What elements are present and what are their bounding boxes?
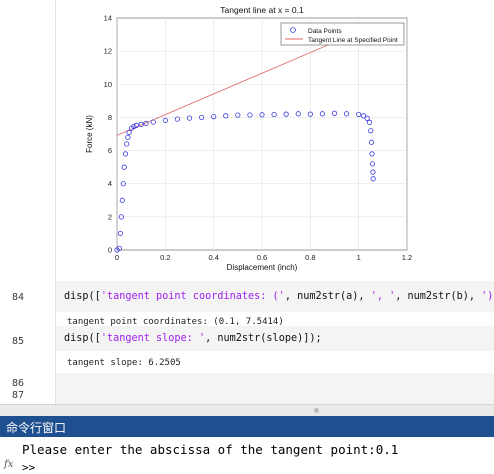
data-point [223, 113, 229, 119]
data-point [138, 121, 144, 127]
code-line-84[interactable]: disp(['tangent point coordinates: (', nu… [56, 281, 494, 312]
y-tick-labels: 0 2 4 6 8 10 12 14 [104, 14, 112, 255]
line-number-84: 84 [11, 292, 24, 303]
data-point [368, 139, 375, 145]
plot-grid [116, 17, 408, 251]
x-tick-label: 0.4 [208, 253, 218, 262]
y-tick-label: 6 [108, 146, 112, 155]
data-point [122, 151, 129, 157]
data-point [366, 119, 373, 126]
data-point [271, 111, 277, 118]
x-tick-label: 0 [115, 253, 119, 262]
data-point [319, 111, 326, 117]
data-point [369, 151, 375, 157]
data-point [360, 113, 367, 119]
data-point [307, 111, 313, 117]
data-point [162, 117, 168, 124]
y-axis-label: Force (kN) [85, 115, 94, 153]
data-point [120, 181, 126, 187]
data-point [356, 111, 362, 118]
command-prompt-text: Please enter the abscissa of the tangent… [22, 442, 399, 457]
data-point [370, 176, 376, 182]
line-number-86: 86 [11, 378, 24, 389]
line-number-85: 85 [11, 336, 24, 347]
data-point [198, 114, 205, 121]
y-tick-label: 8 [108, 113, 112, 122]
command-window[interactable]: Please enter the abscissa of the tangent… [0, 437, 494, 474]
data-point [235, 112, 241, 118]
code-line-86[interactable] [56, 373, 494, 404]
series-layer [114, 31, 376, 253]
legend: Data Points Tangent Line at Specified Po… [280, 22, 405, 46]
data-point [119, 197, 125, 203]
code-text-84[interactable]: disp(['tangent point coordinates: (', nu… [64, 291, 494, 302]
x-tick-label: 1 [357, 253, 361, 262]
data-point [283, 111, 289, 117]
command-window-header[interactable]: 命令行窗口 [0, 416, 494, 437]
y-tick-label: 14 [104, 14, 112, 23]
line-number-87: 87 [11, 390, 24, 401]
data-point [125, 134, 131, 140]
legend-marker-data-points [290, 27, 296, 33]
data-point [117, 230, 123, 237]
data-point [370, 169, 376, 175]
x-tick-label: 0.8 [305, 253, 315, 262]
data-point [174, 116, 181, 122]
figure-plot: 0 0.2 0.4 0.6 0.8 1 1.2 0 2 4 6 8 10 12 14 Tangent li… [85, 5, 412, 272]
x-tick-labels: 0 0.2 0.4 0.6 0.8 1 1.2 [115, 253, 412, 262]
x-tick-label: 0.2 [160, 253, 170, 262]
data-point [126, 129, 132, 135]
data-point [343, 111, 350, 117]
code-text-85[interactable]: disp(['tangent slope: ', num2str(slope)]… [64, 333, 322, 344]
x-tick-label: 0.6 [257, 253, 267, 262]
data-point [368, 128, 374, 134]
data-point [295, 111, 301, 117]
command-window-title: 命令行窗口 [6, 421, 67, 435]
data-point [211, 114, 217, 120]
plot-title: Tangent line at x = 0.1 [220, 5, 304, 15]
command-cursor[interactable]: >> [22, 461, 36, 474]
data-point [364, 115, 370, 121]
output-line-85: tangent slope: 6.2505 [67, 358, 181, 368]
splitter-handle[interactable] [314, 408, 319, 413]
x-tick-label: 1.2 [402, 253, 412, 262]
gutter-divider [55, 0, 56, 404]
y-tick-label: 4 [108, 179, 112, 188]
data-point [131, 123, 137, 130]
legend-label-tangent: Tangent Line at Specified Point [308, 37, 398, 44]
x-axis-label: Displacement (inch) [227, 263, 298, 272]
data-point [369, 161, 376, 167]
panel-splitter[interactable] [0, 404, 494, 417]
data-point [259, 112, 265, 118]
data-point [143, 120, 149, 126]
data-point [331, 110, 338, 116]
code-line-85[interactable]: disp(['tangent slope: ', num2str(slope)]… [56, 326, 494, 351]
y-tick-label: 2 [108, 212, 112, 221]
legend-label-data-points: Data Points [308, 28, 342, 35]
legend-box [280, 22, 405, 46]
y-tick-label: 12 [104, 47, 112, 56]
live-editor[interactable]: 0 0.2 0.4 0.6 0.8 1 1.2 0 2 4 6 8 10 12 14 Tangent li… [0, 0, 494, 404]
data-point [116, 245, 123, 251]
data-point [133, 122, 139, 128]
tangent-line [116, 31, 359, 136]
data-point [186, 115, 193, 121]
data-point [118, 214, 124, 220]
data-point [124, 141, 130, 147]
output-line-84: tangent point coordinates: (0.1, 7.5414) [67, 317, 284, 327]
data-point [121, 164, 127, 170]
data-point [247, 112, 253, 118]
data-point [150, 119, 156, 125]
y-tick-label: 10 [104, 80, 112, 89]
y-tick-label: 0 [108, 246, 112, 255]
